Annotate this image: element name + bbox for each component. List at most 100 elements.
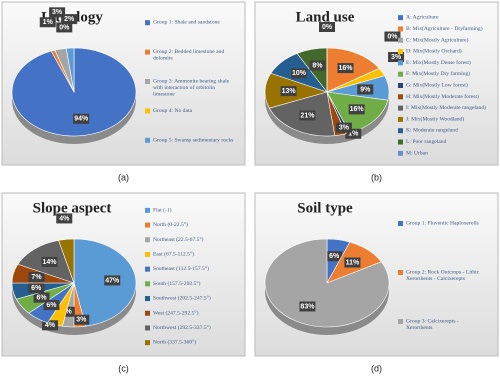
- value-label-box: [73, 314, 90, 325]
- legend-swatch: [145, 325, 150, 331]
- legend-label: Group 4: No data: [153, 108, 193, 114]
- chart-title: Slope aspect: [33, 200, 112, 216]
- legend-label: K: Moderate rangeland: [406, 128, 458, 134]
- legend-label: North (0-22.5°): [153, 221, 188, 228]
- value-label: 7%: [31, 274, 42, 281]
- legend-label: Northwest (292.5-337.5°): [153, 324, 211, 331]
- legend-swatch: [398, 128, 403, 134]
- value-label: 4%: [45, 322, 56, 329]
- value-label-box: [299, 110, 316, 121]
- value-label-box: [299, 301, 316, 312]
- value-label: 3%: [339, 125, 350, 132]
- legend-swatch: [145, 266, 150, 272]
- legend-label: B: Mix(Agriculture - Dryfarming): [406, 25, 483, 32]
- value-label-box: [28, 283, 45, 294]
- value-label: 10%: [292, 70, 307, 77]
- value-label-box: [61, 14, 78, 25]
- value-label-box: [388, 52, 405, 63]
- value-label-box: [337, 63, 354, 74]
- value-label-box: [348, 104, 365, 115]
- value-label-box: [357, 84, 374, 95]
- legend-swatch: [398, 94, 403, 100]
- value-label: 16%: [339, 65, 354, 72]
- value-label: 6%: [46, 302, 57, 309]
- value-label: 3%: [62, 309, 73, 316]
- legend-swatch: [398, 60, 403, 66]
- value-label-box: [41, 256, 58, 267]
- value-label-box: [56, 213, 73, 224]
- value-label: 21%: [300, 112, 315, 119]
- legend-label: Group 5: Swamp sedimentary rocks: [153, 138, 233, 144]
- legend-label: Southeast (112.5-157.5°): [153, 265, 209, 272]
- legend-swatch: [145, 49, 150, 55]
- legend-label: West (247.5-292.5°): [153, 310, 199, 317]
- chart-title: Land use: [296, 9, 355, 25]
- legend-swatch: [145, 281, 150, 287]
- legend-swatch: [145, 20, 150, 26]
- legend-label: Flat (-1): [153, 207, 172, 214]
- pie-slice: [264, 238, 390, 328]
- legend-swatch: [145, 222, 150, 228]
- legend-swatch: [398, 221, 403, 226]
- legend-label: Southwest (202.5-247.5°): [153, 295, 211, 302]
- caption: (a): [118, 172, 129, 182]
- legend-swatch: [145, 137, 150, 143]
- value-label-box: [309, 60, 326, 71]
- value-label: 4%: [59, 215, 70, 222]
- value-label: 3%: [76, 317, 87, 324]
- value-label: 0%: [322, 24, 333, 31]
- legend-label: C: Mix(Mostly Agriculture): [406, 37, 469, 44]
- legend-label: Group 3: Ammonite bearing shale with int…: [153, 79, 231, 98]
- value-label-box: [39, 17, 56, 28]
- pie-slice: [65, 47, 75, 93]
- legend-swatch: [145, 237, 150, 243]
- legend-label: D: Mix(Mostly Orchard): [406, 48, 462, 55]
- value-label: 83%: [300, 303, 315, 310]
- value-label: 11%: [346, 259, 360, 266]
- legend-label: J: Mix(Mostly Woodland): [406, 116, 464, 123]
- value-label: 0%: [59, 24, 70, 31]
- legend-label: Group 2: Bedded limestone and dolomite: [153, 49, 226, 62]
- caption: (b): [371, 172, 382, 182]
- value-label: 9%: [360, 86, 371, 93]
- value-label-box: [43, 300, 60, 311]
- value-label: 0%: [387, 33, 398, 40]
- legend-swatch: [398, 49, 403, 55]
- legend-swatch: [398, 83, 403, 88]
- value-label: 47%: [105, 277, 120, 284]
- legend-label: South (157.5-202.5°): [153, 280, 201, 287]
- legend-label: F: Mix(Mostly Dry farming): [406, 70, 470, 77]
- legend-label: H: Mix(Mostly Moderate forest): [406, 93, 479, 100]
- legend-label: I: Mix(Mostly Moderate rangeland): [406, 104, 486, 111]
- value-label-box: [335, 122, 352, 133]
- value-label: 3%: [52, 9, 63, 16]
- caption: (c): [118, 363, 129, 373]
- legend-swatch: [398, 139, 403, 145]
- value-label-box: [344, 257, 361, 268]
- value-label: 6%: [329, 253, 340, 260]
- value-label: 13%: [282, 88, 297, 95]
- legend-label: Group 1: Fluventic Haploxerolls: [406, 221, 479, 227]
- value-label-box: [33, 292, 50, 303]
- legend-swatch: [398, 26, 403, 32]
- legend-swatch: [145, 310, 150, 316]
- legend-label: Group 2: Rock Outcrops - Lithic Xerorthe…: [406, 270, 481, 283]
- legend-swatch: [145, 207, 150, 213]
- value-label-box: [58, 306, 75, 317]
- legend-swatch: [398, 116, 403, 122]
- value-label: 3%: [391, 54, 402, 61]
- pie-slice: [58, 238, 75, 284]
- value-label: 6%: [36, 294, 47, 301]
- legend-swatch: [398, 150, 403, 156]
- legend-swatch: [398, 71, 403, 77]
- value-label: 8%: [312, 62, 323, 69]
- legend-swatch: [398, 319, 403, 324]
- value-label: 1%: [348, 131, 359, 138]
- legend-label: Northeast (22.5-67.5°): [153, 236, 204, 243]
- legend-label: Group 3: Calcixerepts - Xerorthents: [406, 319, 460, 332]
- value-label: 2%: [64, 16, 75, 23]
- legend-label: Group 1: Shale and sandstone: [153, 20, 220, 26]
- value-label-box: [28, 272, 45, 283]
